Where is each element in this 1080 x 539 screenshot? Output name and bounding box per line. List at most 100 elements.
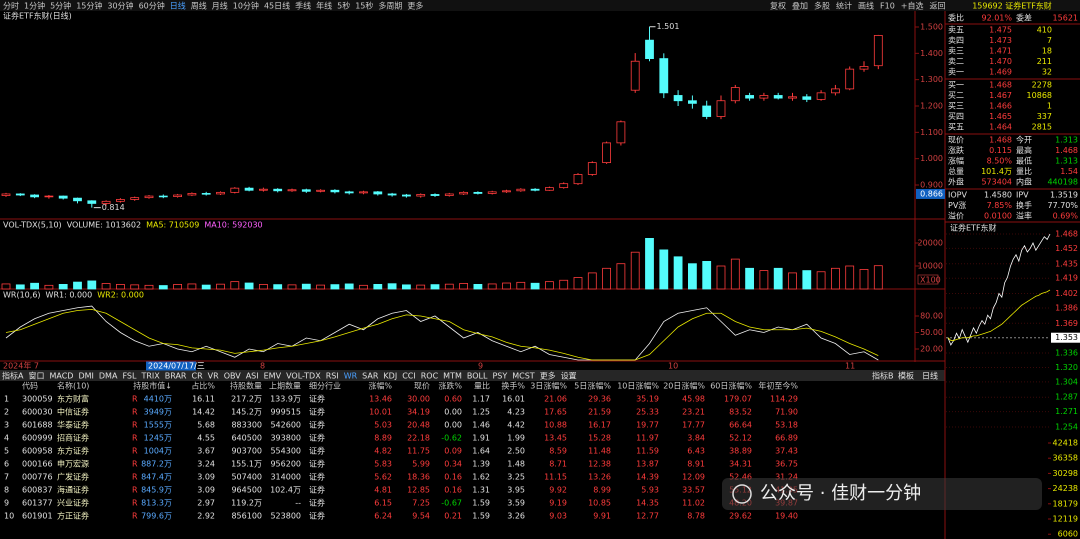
table-header[interactable]: 持股数量 [230,381,262,391]
menu-item[interactable]: +自选 [901,1,924,11]
table-cell: 中信证券 [57,407,89,417]
quote-cell: 1.470 [989,57,1012,66]
table-cell: 145.2万 [231,408,262,417]
menu-item[interactable]: 5分钟 [50,1,71,11]
table-cell: 0.00 [444,421,462,430]
menu-item[interactable]: 年线 [316,1,332,11]
menu-item[interactable]: 季线 [295,1,311,11]
menu-item[interactable]: 1分钟 [24,1,45,11]
indicator-tab[interactable]: OBV [224,372,242,381]
indicator-tab[interactable]: BRAR [165,372,187,381]
quote-cell: 内盘 [1016,177,1032,187]
table-header[interactable]: 上期数量 [269,381,301,391]
table-header[interactable]: 占比% [191,381,215,391]
table-header[interactable]: 代码 [22,381,38,391]
menu-item[interactable]: 多周期 [378,1,402,11]
table-header[interactable]: 现价 [414,382,430,391]
candle-body [101,200,111,204]
indicator-tab[interactable]: MACD [49,372,73,381]
indicator-tab[interactable]: 窗口 [28,371,44,381]
quote-cell: 卖四 [948,36,964,45]
table-cell: R [132,447,138,456]
table-header[interactable]: 细分行业 [309,381,341,391]
indicator-tab[interactable]: DMI [78,372,93,381]
indicator-tab[interactable]: VOL-TDX [286,372,321,381]
table-cell: R [132,460,138,469]
menu-item[interactable]: 多股 [814,1,830,11]
menu-item[interactable]: 15分钟 [76,1,102,11]
table-cell: 600999 [22,434,53,443]
table-header[interactable]: 年初至今% [758,381,798,391]
candle-body [831,88,840,94]
table-cell: 13.45 [544,434,567,443]
indicator-tab[interactable]: ASI [246,372,259,381]
indicator-tab[interactable]: DMA [99,372,118,381]
menu-item[interactable]: 45日线 [264,1,290,11]
table-header[interactable]: 持股市值↓ [133,381,172,391]
menu-item[interactable]: 5秒 [337,1,350,11]
menu-item[interactable]: 15秒 [355,1,373,11]
indicator-tab[interactable]: PSY [492,372,507,381]
quote-cell: 今开 [1016,135,1032,145]
table-header[interactable]: 20日涨幅% [663,381,705,391]
candle-body [559,183,569,189]
menu-item[interactable]: 复权 [770,1,786,11]
table-header[interactable]: 60日涨幅% [710,381,752,391]
indicator-tab[interactable]: SAR [362,372,379,381]
indicator-tab[interactable]: 更多 [540,371,556,381]
y-tick-label: 1.452 [1055,244,1078,253]
candle-body [430,194,440,196]
menu-item[interactable]: 返回 [929,2,945,11]
table-header[interactable]: 换手% [501,381,525,391]
indicator-tab[interactable]: 模板 [898,371,914,381]
table-cell: R [132,408,138,417]
indicator-tab[interactable]: ROC [421,372,439,381]
table-header[interactable]: 涨幅% [368,381,392,391]
indicator-tab[interactable]: FSL [122,372,137,381]
indicator-tab[interactable]: BOLL [467,372,488,381]
table-header[interactable]: 5日涨幅% [574,381,611,391]
menu-item[interactable]: 10分钟 [233,1,259,11]
menu-item[interactable]: 30分钟 [107,1,133,11]
indicator-tab[interactable]: MCST [512,372,535,381]
menu-item[interactable]: 月线 [212,1,228,11]
table-header[interactable]: 名称(10) [57,381,89,391]
menu-item[interactable]: 画线 [858,1,874,11]
indicator-tab[interactable]: 指标A [2,371,24,381]
menu-item[interactable]: 分时 [3,1,19,11]
menu-item[interactable]: 统计 [836,1,852,11]
table-header[interactable]: 3日涨幅% [530,381,567,391]
menu-item[interactable]: F10 [880,2,895,11]
indicator-tab[interactable]: TRIX [140,372,160,381]
menu-item[interactable]: 日线 [170,1,186,11]
indicator-value: VOL-TDX(5,10) [3,221,62,230]
indicator-tab[interactable]: CR [192,372,204,381]
volume-bar [673,256,683,290]
menu-item[interactable]: 周线 [191,1,207,11]
indicator-tab[interactable]: 设置 [561,371,577,381]
indicator-tab[interactable]: EMV [264,372,282,381]
indicator-tab[interactable]: RSI [326,372,339,381]
table-cell: 1004万 [144,447,172,456]
menu-item[interactable]: 60分钟 [139,1,165,11]
indicator-tab[interactable]: MTM [443,372,462,381]
indicator-tab[interactable]: KDJ [383,372,397,381]
volume-bar [230,281,240,290]
table-cell: 903700 [231,447,262,456]
candle-body [630,60,640,91]
indicator-tab[interactable]: CCI [402,372,416,381]
menu-item[interactable]: 更多 [407,1,423,11]
table-cell: 6.24 [374,512,392,521]
indicator-tab[interactable]: 日线 [922,371,938,381]
indicator-tab[interactable]: VR [208,372,219,381]
volume-bar [759,270,769,290]
table-header[interactable]: 10日涨幅% [617,381,659,391]
table-cell: 证券 [309,511,325,521]
table-header[interactable]: 量比 [474,381,490,391]
quote-cell: 211 [1037,57,1052,66]
menu-item[interactable]: 叠加 [792,1,808,11]
table-cell: 0.09 [444,447,462,456]
table-header[interactable]: 涨跌% [438,381,462,391]
indicator-tab[interactable]: 指标B [872,371,894,381]
indicator-tab[interactable]: WR [344,372,358,381]
